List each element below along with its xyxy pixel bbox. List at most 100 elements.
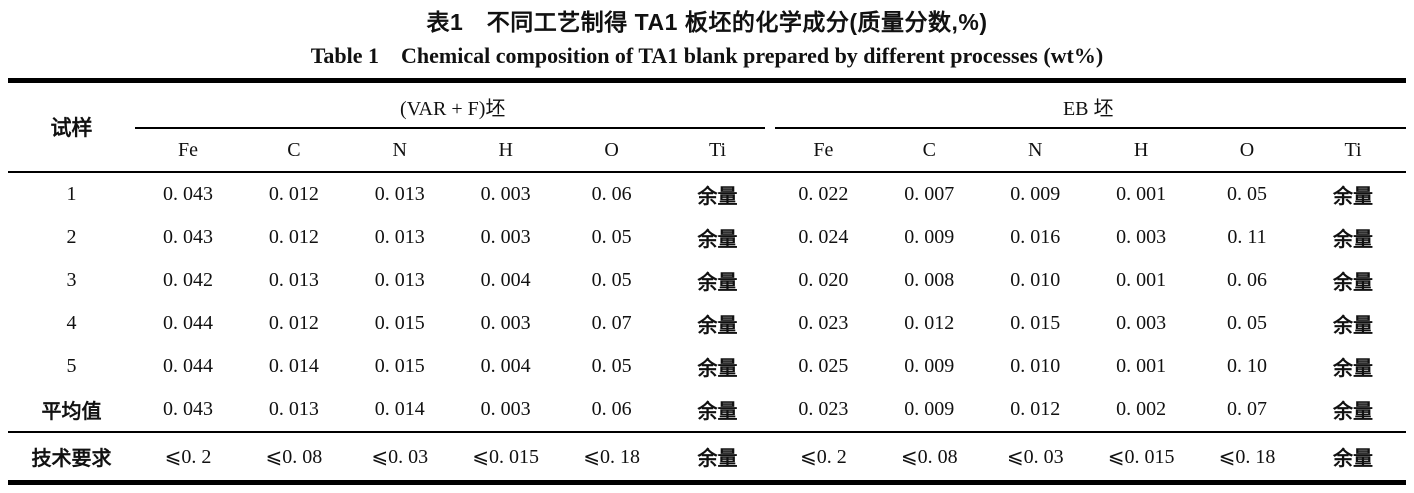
value-cell: 0. 001 xyxy=(1116,269,1167,291)
group-header-var-f: (VAR + F)坯 xyxy=(135,81,770,130)
value-cell: 0. 013 xyxy=(374,183,425,205)
value-cell: 0. 06 xyxy=(1227,269,1268,291)
group-header-row: 试样 (VAR + F)坯 EB 坯 xyxy=(8,80,1406,173)
col-header-varf-h: H xyxy=(452,129,559,173)
value-cell: 0. 05 xyxy=(591,269,632,291)
value-cell: 0. 007 xyxy=(904,183,955,205)
value-cell: ⩽0. 2 xyxy=(770,431,877,483)
value-cell: 0. 044 xyxy=(162,355,213,377)
value-cell: 0. 004 xyxy=(480,269,531,291)
table-row: 3 0. 042 0. 013 0. 013 0. 004 0. 05 余量 0… xyxy=(8,259,1406,302)
value-cell: 0. 020 xyxy=(798,269,849,291)
col-header-varf-o: O xyxy=(558,129,665,173)
element-header-row: Fe C N H O Ti Fe C N H O Ti xyxy=(8,129,1406,173)
sample-cell: 3 xyxy=(66,269,77,291)
value-cell: 余量 xyxy=(1332,186,1373,208)
col-header-eb-ti: Ti xyxy=(1299,129,1406,173)
value-cell: 0. 003 xyxy=(480,226,531,248)
sample-cell: 2 xyxy=(66,226,77,248)
value-cell: ⩽0. 08 xyxy=(876,431,983,483)
value-cell: ⩽0. 03 xyxy=(982,431,1089,483)
col-header-eb-o: O xyxy=(1194,129,1300,173)
table-row: 1 0. 043 0. 012 0. 013 0. 003 0. 06 余量 0… xyxy=(8,172,1406,216)
value-cell: 0. 013 xyxy=(268,398,319,420)
value-cell: 0. 012 xyxy=(268,183,319,205)
sample-cell: 技术要求 xyxy=(8,431,135,483)
value-cell: 0. 003 xyxy=(1116,226,1167,248)
col-header-varf-n: N xyxy=(346,129,453,173)
value-cell: 0. 014 xyxy=(374,398,425,420)
value-cell: 0. 015 xyxy=(374,355,425,377)
value-cell: 余量 xyxy=(664,431,771,483)
value-cell: 0. 044 xyxy=(162,312,213,334)
value-cell: ⩽0. 18 xyxy=(1194,431,1300,483)
value-cell: 0. 043 xyxy=(162,398,213,420)
value-cell: 0. 042 xyxy=(162,269,213,291)
value-cell: 余量 xyxy=(697,229,738,251)
col-header-eb-h: H xyxy=(1088,129,1195,173)
value-cell: 0. 012 xyxy=(904,312,955,334)
value-cell: ⩽0. 08 xyxy=(240,431,347,483)
value-cell: 0. 06 xyxy=(591,183,632,205)
value-cell: 0. 008 xyxy=(904,269,955,291)
value-cell: 余量 xyxy=(1332,401,1373,423)
table-row: 5 0. 044 0. 014 0. 015 0. 004 0. 05 余量 0… xyxy=(8,345,1406,388)
value-cell: 余量 xyxy=(1332,272,1373,294)
table-caption: 表1 不同工艺制得 TA1 板坯的化学成分(质量分数,%) Table 1 Ch… xyxy=(0,0,1414,71)
caption-english: Table 1 Chemical composition of TA1 blan… xyxy=(310,43,1104,68)
sample-cell: 5 xyxy=(66,355,77,377)
value-cell: 0. 012 xyxy=(268,312,319,334)
value-cell: ⩽0. 18 xyxy=(558,431,665,483)
value-cell: ⩽0. 2 xyxy=(135,431,241,483)
value-cell: 余量 xyxy=(697,358,738,380)
table-row: 4 0. 044 0. 012 0. 015 0. 003 0. 07 余量 0… xyxy=(8,302,1406,345)
value-cell: 0. 004 xyxy=(480,355,531,377)
value-cell: 0. 009 xyxy=(904,355,955,377)
value-cell: 余量 xyxy=(1332,315,1373,337)
value-cell: 0. 016 xyxy=(1010,226,1061,248)
col-header-varf-fe: Fe xyxy=(135,129,241,173)
value-cell: 余量 xyxy=(1299,431,1406,483)
value-cell: 0. 010 xyxy=(1010,269,1061,291)
value-cell: 0. 002 xyxy=(1116,398,1167,420)
value-cell: 0. 009 xyxy=(1010,183,1061,205)
value-cell: 0. 023 xyxy=(798,398,849,420)
value-cell: 0. 003 xyxy=(480,398,531,420)
value-cell: 0. 022 xyxy=(798,183,849,205)
value-cell: 0. 009 xyxy=(904,398,955,420)
sample-cell: 平均值 xyxy=(41,401,102,423)
value-cell: 0. 025 xyxy=(798,355,849,377)
value-cell: 余量 xyxy=(1332,358,1373,380)
value-cell: 0. 043 xyxy=(162,226,213,248)
value-cell: 0. 013 xyxy=(268,269,319,291)
value-cell: 0. 015 xyxy=(374,312,425,334)
table-header: 试样 (VAR + F)坯 EB 坯 Fe C N H O Ti Fe C N … xyxy=(8,80,1406,173)
col-header-eb-c: C xyxy=(876,129,983,173)
table-row: 技术要求 ⩽0. 2 ⩽0. 08 ⩽0. 03 ⩽0. 015 ⩽0. 18 … xyxy=(8,431,1406,483)
value-cell: 0. 043 xyxy=(162,183,213,205)
value-cell: 0. 009 xyxy=(904,226,955,248)
table-row: 平均值 0. 043 0. 013 0. 014 0. 003 0. 06 余量… xyxy=(8,388,1406,432)
table-row: 2 0. 043 0. 012 0. 013 0. 003 0. 05 余量 0… xyxy=(8,216,1406,259)
value-cell: 0. 010 xyxy=(1010,355,1061,377)
value-cell: 0. 003 xyxy=(1116,312,1167,334)
value-cell: 0. 05 xyxy=(1227,312,1268,334)
value-cell: 0. 013 xyxy=(374,226,425,248)
value-cell: 0. 024 xyxy=(798,226,849,248)
value-cell: 0. 014 xyxy=(268,355,319,377)
col-header-eb-fe: Fe xyxy=(770,129,877,173)
value-cell: 0. 10 xyxy=(1227,355,1268,377)
group-header-eb: EB 坯 xyxy=(770,81,1406,130)
sample-column-header: 试样 xyxy=(8,80,135,173)
value-cell: ⩽0. 015 xyxy=(452,431,559,483)
value-cell: 余量 xyxy=(697,315,738,337)
value-cell: 0. 013 xyxy=(374,269,425,291)
col-header-varf-ti: Ti xyxy=(664,129,771,173)
value-cell: 0. 003 xyxy=(480,183,531,205)
col-header-eb-n: N xyxy=(982,129,1089,173)
value-cell: 0. 003 xyxy=(480,312,531,334)
value-cell: 0. 012 xyxy=(268,226,319,248)
composition-table: 试样 (VAR + F)坯 EB 坯 Fe C N H O Ti Fe C N … xyxy=(8,78,1406,485)
value-cell: 0. 05 xyxy=(1227,183,1268,205)
